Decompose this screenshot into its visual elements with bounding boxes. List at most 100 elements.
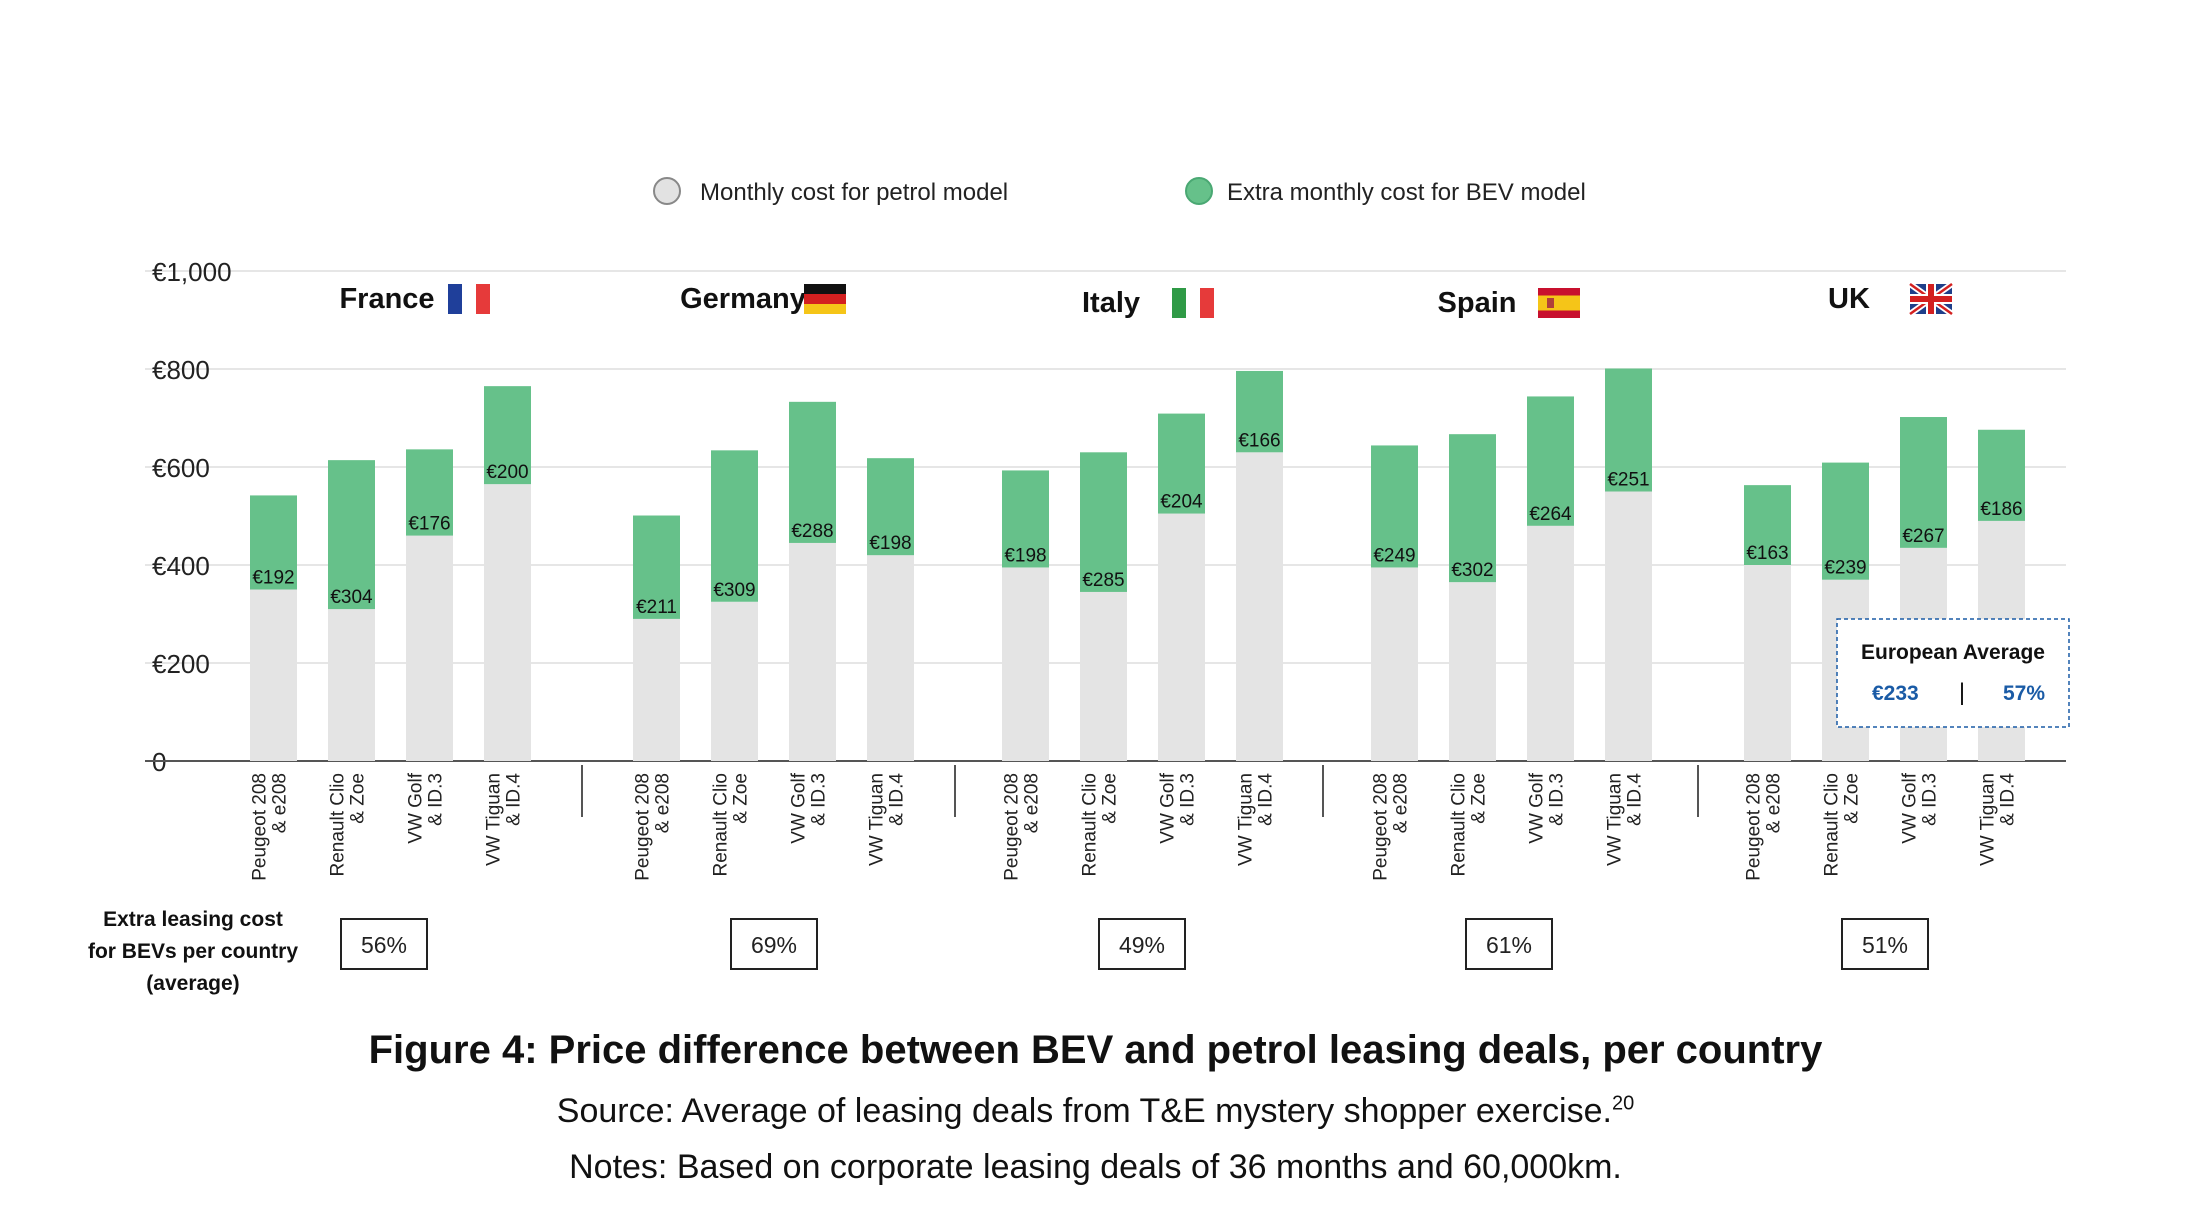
- bev-bar: [633, 515, 680, 619]
- model-label: & ID.3: [1178, 773, 1199, 826]
- row-label-line: for BEVs per country: [88, 940, 298, 963]
- bev-bar: [1605, 368, 1652, 492]
- country-name: Spain: [1438, 287, 1517, 319]
- bev-value-label: €204: [1160, 492, 1203, 513]
- legend-bev-marker: [1185, 177, 1213, 205]
- germany-flag-icon-stripe: [804, 304, 846, 314]
- bev-value-label: €239: [1824, 558, 1866, 579]
- model-label: & ID.3: [809, 773, 830, 826]
- model-label: & Zoe: [1469, 773, 1490, 824]
- petrol-bar: [1158, 513, 1205, 761]
- model-label: VW Tiguan: [484, 773, 505, 866]
- figure-source: Source: Average of leasing deals from T&…: [0, 1092, 2191, 1131]
- france-flag-icon-stripe: [462, 284, 476, 314]
- italy-flag-icon-stripe: [1172, 288, 1186, 318]
- european-average-percent: 57%: [2003, 682, 2045, 705]
- bev-value-label: €198: [869, 533, 911, 554]
- country-name: France: [339, 283, 434, 315]
- petrol-bar: [1605, 491, 1652, 761]
- bev-bar: [1822, 462, 1869, 580]
- model-label: VW Golf: [1158, 772, 1179, 843]
- country-average-box: [1465, 918, 1553, 970]
- country-average-box: [1098, 918, 1186, 970]
- country-average-value: 69%: [751, 932, 797, 958]
- germany-flag-icon-stripe: [804, 284, 846, 294]
- bev-bar: [328, 460, 375, 610]
- country-name: Germany: [680, 283, 806, 315]
- bev-bar: [406, 449, 453, 536]
- country-average-value: 49%: [1119, 932, 1165, 958]
- bev-bar: [250, 495, 297, 590]
- petrol-bar: [867, 555, 914, 761]
- european-average-separator: |: [1959, 679, 1965, 706]
- bev-bar: [1002, 470, 1049, 568]
- bev-bar: [789, 401, 836, 543]
- petrol-bar: [633, 618, 680, 761]
- model-label: VW Tiguan: [1978, 773, 1999, 866]
- bev-bar: [1449, 434, 1496, 583]
- bev-bar: [1236, 370, 1283, 453]
- bev-value-label: €251: [1607, 470, 1649, 491]
- country-name: UK: [1828, 283, 1870, 315]
- model-label: & ID.3: [1547, 773, 1568, 826]
- spain-flag-icon-band: [1538, 295, 1580, 311]
- bev-value-label: €264: [1529, 504, 1572, 525]
- france-flag-icon-stripe: [448, 284, 462, 314]
- model-label: & ID.4: [1998, 773, 2019, 826]
- model-label: & e208: [1764, 773, 1785, 833]
- model-label: & e208: [270, 773, 291, 833]
- model-label: VW Golf: [406, 772, 427, 843]
- model-label: & ID.4: [1256, 773, 1277, 826]
- bev-value-label: €288: [791, 521, 833, 542]
- model-label: & e208: [1391, 773, 1412, 833]
- bev-bar: [1080, 452, 1127, 592]
- petrol-bar: [250, 589, 297, 761]
- european-average-box: [1836, 618, 2070, 728]
- model-label: & Zoe: [1842, 773, 1863, 824]
- european-average-value: €233: [1872, 682, 1919, 705]
- petrol-bar: [1080, 591, 1127, 761]
- model-label: VW Tiguan: [1605, 773, 1626, 866]
- bev-value-label: €211: [636, 597, 677, 618]
- country-average-value: 51%: [1862, 932, 1908, 958]
- model-label: & ID.4: [504, 773, 525, 826]
- model-label: & Zoe: [1100, 773, 1121, 824]
- bev-bar: [1744, 485, 1791, 565]
- y-tick-label: €200: [152, 649, 210, 679]
- y-tick-label: €600: [152, 453, 210, 483]
- bev-value-label: €309: [713, 580, 755, 601]
- country-average-value: 61%: [1486, 932, 1532, 958]
- row-label-line: Extra leasing cost: [103, 908, 283, 931]
- uk-flag-icon-cross-red: [1910, 296, 1952, 302]
- bev-value-label: €198: [1004, 545, 1046, 566]
- petrol-bar: [484, 484, 531, 761]
- bev-value-label: €267: [1902, 526, 1944, 547]
- bev-bar: [711, 450, 758, 602]
- y-tick-label: €400: [152, 551, 210, 581]
- figure-notes: Notes: Based on corporate leasing deals …: [569, 1148, 1622, 1186]
- model-label: Peugeot 208: [1744, 773, 1765, 881]
- model-label: Renault Clio: [1080, 773, 1101, 877]
- petrol-bar: [1449, 582, 1496, 761]
- bev-value-label: €192: [252, 568, 294, 589]
- bev-bar: [1527, 396, 1574, 526]
- y-tick-label: €800: [152, 355, 210, 385]
- petrol-bar: [1527, 525, 1574, 761]
- model-label: & ID.4: [887, 773, 908, 826]
- country-name: Italy: [1082, 287, 1140, 319]
- italy-flag-icon-stripe: [1186, 288, 1200, 318]
- legend-petrol-marker: [653, 177, 681, 205]
- bev-bar: [1158, 413, 1205, 514]
- bev-value-label: €166: [1238, 430, 1280, 451]
- bev-bar: [867, 458, 914, 556]
- european-average-title: European Average: [1861, 641, 2045, 664]
- model-label: Peugeot 208: [250, 773, 271, 881]
- model-label: & e208: [653, 773, 674, 833]
- bev-value-label: €285: [1082, 570, 1124, 591]
- y-tick-label: €1,000: [152, 257, 232, 287]
- bev-value-label: €186: [1980, 499, 2022, 520]
- petrol-bar: [1371, 567, 1418, 761]
- petrol-bar: [711, 601, 758, 761]
- row-label-line: (average): [146, 972, 239, 995]
